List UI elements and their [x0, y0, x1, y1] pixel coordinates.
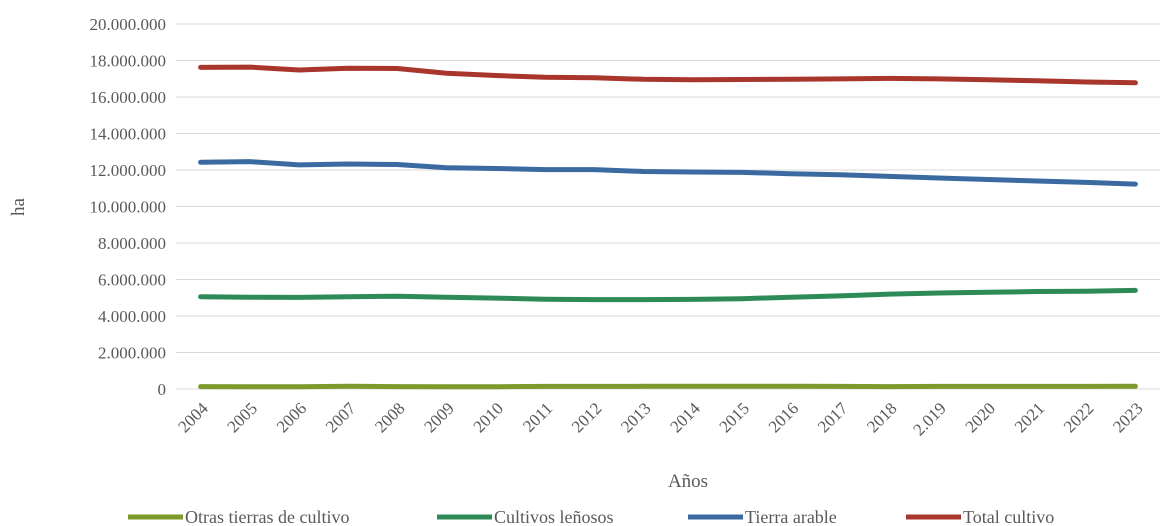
y-tick-label: 2.000.000 — [98, 344, 166, 363]
x-tick-label: 2007 — [322, 398, 360, 436]
y-tick-label: 12.000.000 — [90, 161, 167, 180]
series-line — [198, 159, 1138, 187]
x-tick-label: 2014 — [666, 398, 704, 436]
x-tick-label: 2020 — [962, 399, 999, 436]
y-tick-label: 0 — [158, 380, 167, 399]
legend-label: Tierra arable — [745, 507, 837, 526]
x-tick-label: 2011 — [519, 399, 556, 436]
y-tick-label: 6.000.000 — [98, 271, 166, 290]
x-tick-label: 2022 — [1060, 399, 1097, 436]
x-tick-label: 2004 — [174, 398, 212, 436]
series-line — [198, 383, 1138, 390]
legend-label: Cultivos leñosos — [494, 507, 614, 526]
y-tick-label: 8.000.000 — [98, 234, 166, 253]
x-tick-label: 2.019 — [909, 399, 949, 439]
x-axis-title: Años — [668, 471, 708, 492]
legend-label: Total cultivo — [963, 507, 1054, 526]
x-tick-label: 2012 — [568, 399, 605, 436]
x-tick-label: 2018 — [863, 399, 900, 436]
x-tick-label: 2010 — [470, 399, 507, 436]
x-tick-label: 2006 — [273, 399, 310, 436]
y-tick-label: 4.000.000 — [98, 307, 166, 326]
y-tick-label: 16.000.000 — [90, 88, 167, 107]
x-tick-label: 2015 — [716, 399, 753, 436]
legend-label: Otras tierras de cultivo — [185, 507, 349, 526]
legend: Otras tierras de cultivo Cultivos leñosos… — [128, 507, 1054, 526]
x-tick-label: 2021 — [1011, 399, 1048, 436]
y-tick-label: 14.000.000 — [90, 125, 167, 144]
x-axis-ticks: 2004 2005 2006 2007 2008 2009 2010 2011 2012 2013… — [174, 398, 1146, 439]
x-tick-label: 2008 — [371, 399, 408, 436]
series-line — [198, 287, 1138, 303]
series-lines — [198, 64, 1138, 390]
x-tick-label: 2009 — [420, 399, 457, 436]
gridlines — [176, 23, 1160, 390]
x-tick-label: 2017 — [814, 398, 852, 436]
x-tick-label: 2023 — [1109, 399, 1146, 436]
x-tick-label: 2005 — [224, 399, 261, 436]
y-axis-title: ha — [8, 197, 29, 216]
x-tick-label: 2013 — [617, 399, 654, 436]
y-tick-label: 20.000.000 — [90, 15, 167, 34]
y-tick-label: 18.000.000 — [90, 52, 167, 71]
series-line — [198, 64, 1138, 86]
y-tick-label: 10.000.000 — [90, 198, 167, 217]
y-axis-ticks: 0 2.000.000 4.000.000 6.000.000 8.000.000 10.… — [90, 15, 167, 399]
x-tick-label: 2016 — [765, 399, 802, 436]
